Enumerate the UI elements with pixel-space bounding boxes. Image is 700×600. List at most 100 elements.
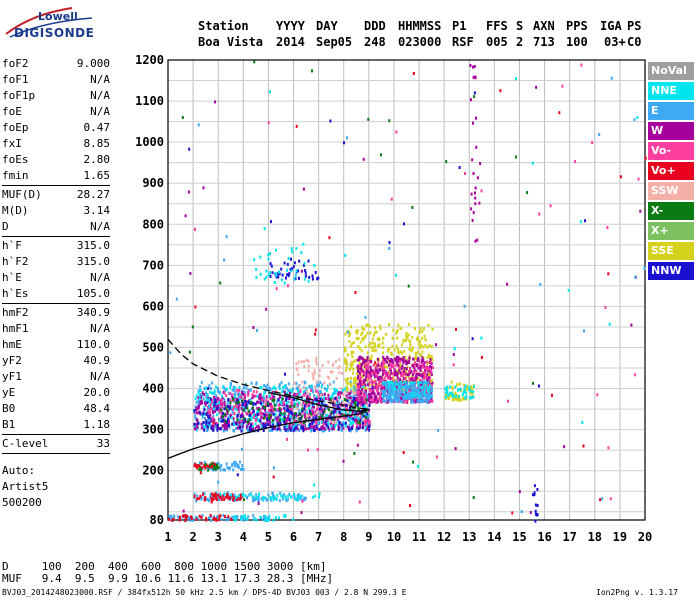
echo-point — [400, 343, 403, 347]
echo-point — [290, 269, 293, 273]
echo-point — [273, 281, 276, 284]
echo-point — [342, 459, 345, 463]
echo-point — [391, 389, 394, 392]
echo-point — [285, 499, 288, 503]
echo-point — [243, 396, 246, 400]
echo-point — [277, 275, 280, 279]
echo-point — [291, 398, 294, 402]
echo-point — [208, 424, 211, 427]
echo-point — [380, 396, 383, 400]
echo-point — [241, 447, 243, 451]
echo-point — [214, 467, 217, 471]
echo-point — [305, 400, 308, 404]
echo-point — [412, 376, 415, 380]
echo-point — [362, 414, 365, 418]
echo-point — [363, 371, 366, 375]
echo-point — [258, 396, 260, 400]
echo-point — [344, 390, 347, 394]
legend-item: Vo- — [648, 142, 694, 160]
echo-point — [204, 412, 207, 416]
echo-point — [353, 411, 356, 415]
echo-point — [360, 365, 363, 369]
echo-point — [427, 396, 429, 400]
echo-point — [297, 405, 299, 409]
echo-point — [520, 510, 523, 514]
echo-point — [215, 493, 218, 497]
echo-point — [382, 362, 385, 366]
echo-point — [429, 381, 432, 385]
echo-point — [359, 390, 362, 393]
echo-point — [363, 402, 366, 406]
echo-point — [357, 383, 359, 387]
echo-point — [351, 410, 354, 414]
echo-point — [268, 386, 271, 390]
echo-point — [391, 336, 394, 340]
echo-point — [312, 377, 315, 381]
echo-point — [213, 396, 216, 400]
echo-point — [301, 499, 304, 503]
echo-point — [451, 385, 454, 389]
echo-point — [332, 398, 335, 402]
echo-point — [298, 412, 301, 416]
parameter-row: B1 1.18 — [2, 417, 110, 433]
echo-point — [315, 424, 318, 428]
echo-point — [307, 448, 309, 452]
echo-point — [315, 395, 318, 399]
header-value: 2014 — [276, 35, 305, 49]
echo-point — [534, 503, 537, 507]
echo-point — [354, 391, 357, 395]
echo-point — [232, 468, 235, 472]
echo-point — [392, 372, 394, 376]
echo-point — [293, 422, 296, 426]
echo-point — [205, 395, 208, 399]
echo-point — [366, 366, 369, 370]
echo-point — [283, 384, 286, 388]
parameter-row: foE N/A — [2, 104, 110, 120]
echo-point — [367, 408, 370, 412]
echo-point — [212, 494, 215, 498]
echo-point — [243, 393, 245, 396]
echo-point — [244, 399, 247, 403]
echo-point — [343, 141, 345, 145]
echo-point — [420, 378, 423, 382]
echo-point — [353, 395, 356, 398]
echo-point — [188, 147, 191, 151]
echo-point — [413, 397, 416, 401]
echo-point — [198, 496, 201, 500]
echo-point — [399, 363, 402, 367]
echo-point — [311, 495, 314, 499]
parameter-value: N/A — [90, 322, 110, 335]
parameter-name: h`F2 — [2, 255, 29, 268]
echo-point — [268, 422, 271, 426]
header-label: DDD — [364, 19, 386, 33]
echo-point — [474, 191, 476, 195]
echo-point — [451, 387, 454, 391]
echo-point — [228, 425, 231, 429]
echo-point — [461, 393, 464, 397]
echo-point — [499, 89, 502, 93]
echo-point — [361, 423, 364, 427]
echo-point — [350, 376, 352, 380]
echo-point — [275, 497, 278, 501]
echo-point — [318, 492, 321, 496]
echo-point — [399, 377, 402, 381]
echo-point — [308, 415, 311, 419]
echo-point — [335, 397, 338, 401]
echo-point — [471, 158, 474, 162]
echo-point — [374, 398, 377, 402]
echo-point — [263, 384, 266, 387]
echo-point — [427, 376, 430, 380]
echo-point — [227, 424, 230, 427]
echo-point — [357, 420, 360, 424]
echo-point — [208, 516, 210, 520]
echo-point — [296, 414, 299, 418]
echo-point — [209, 492, 212, 496]
echo-point — [285, 386, 288, 390]
echo-point — [396, 328, 399, 332]
echo-point — [294, 277, 297, 281]
echo-point — [462, 396, 464, 400]
echo-point — [267, 411, 270, 415]
echo-point — [313, 425, 316, 429]
echo-point — [361, 425, 364, 429]
parameter-name: h`E — [2, 271, 22, 284]
